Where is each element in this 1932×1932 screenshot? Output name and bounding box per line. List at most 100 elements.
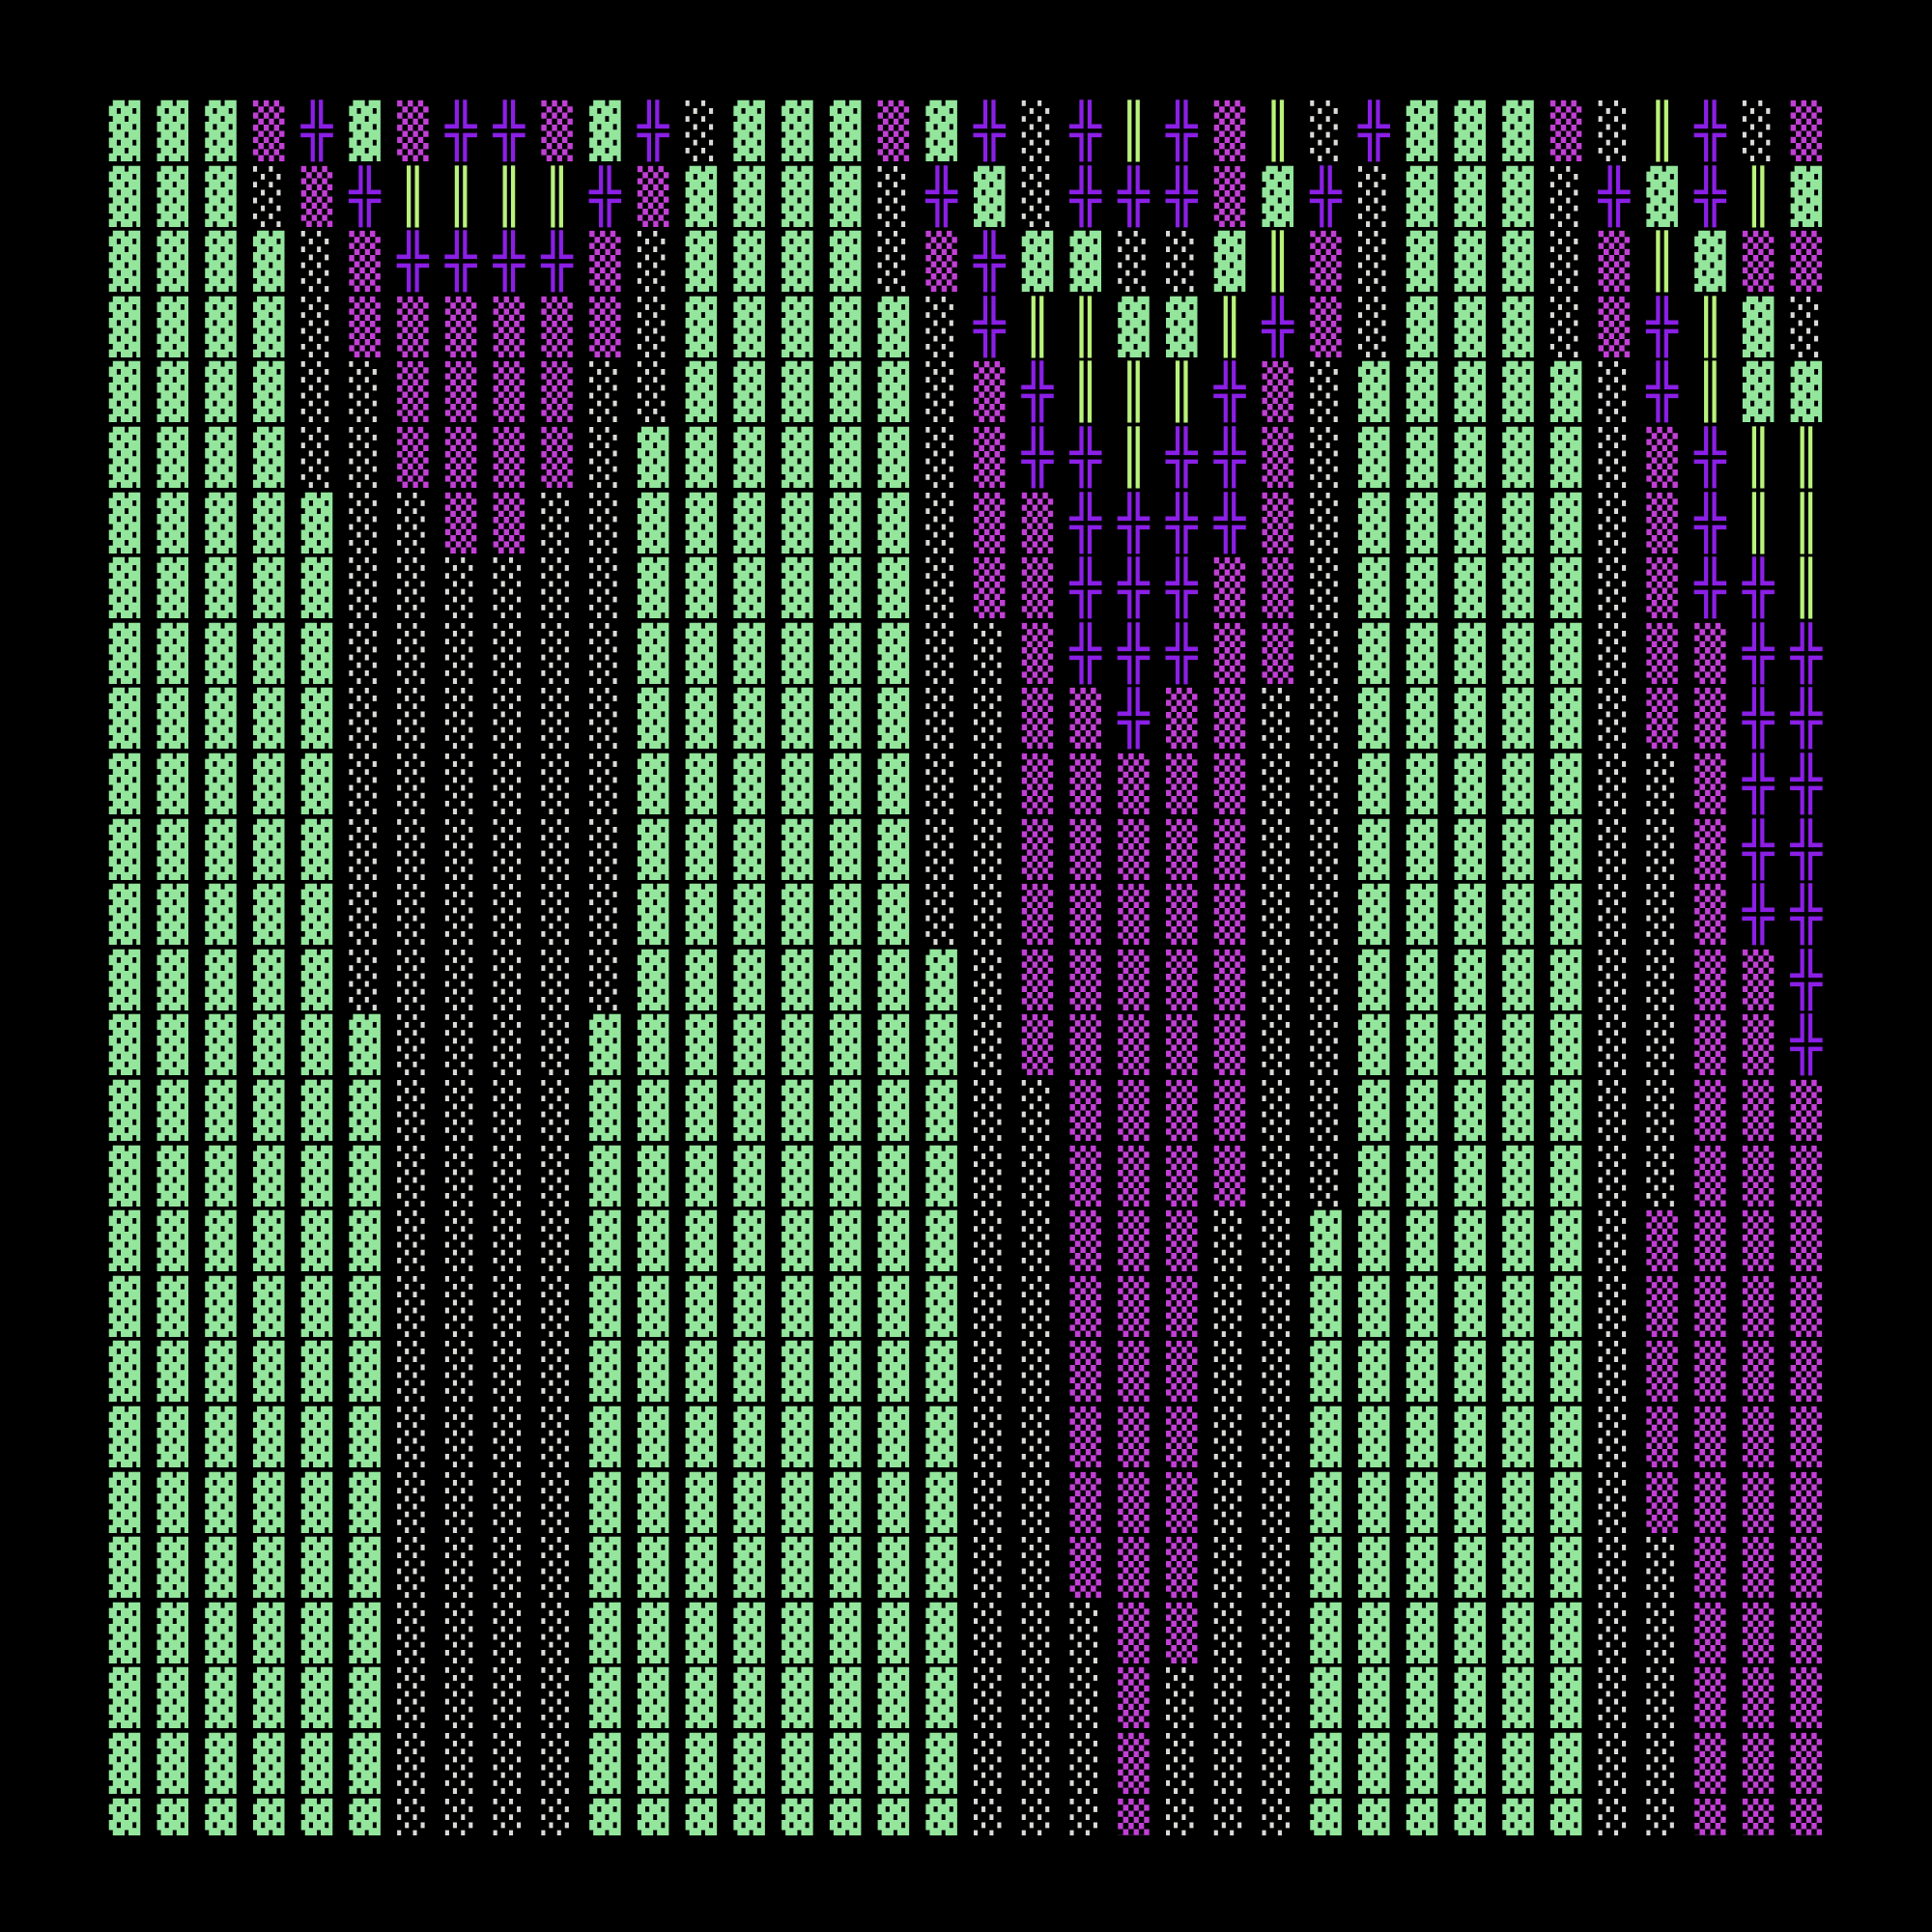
cell: ▓ xyxy=(1406,1145,1438,1207)
cell: ▒ xyxy=(1118,1080,1150,1141)
cell: ▓ xyxy=(300,1667,333,1729)
cell: ▓ xyxy=(1549,884,1582,946)
cell: ▒ xyxy=(1118,1275,1150,1337)
cell: ▒ xyxy=(1166,1275,1198,1337)
cell: ▒ xyxy=(1831,1735,1835,1801)
cell: ▓ xyxy=(156,884,188,946)
cell: ▓ xyxy=(733,1275,765,1337)
cell: ▓ xyxy=(300,1014,333,1076)
cell: ░ xyxy=(1262,1145,1293,1207)
cell: ▒ xyxy=(1069,1406,1102,1467)
cell: ▓ xyxy=(1406,688,1438,750)
cell: ░ xyxy=(444,1210,477,1272)
cell: ║ xyxy=(1262,231,1293,293)
cell: ▓ xyxy=(781,427,813,488)
cell: ▓ xyxy=(829,1080,862,1141)
cell: ▓ xyxy=(252,427,285,488)
cell: ▓ xyxy=(781,1145,813,1207)
cell: ▓ xyxy=(349,100,381,161)
cell: ▓ xyxy=(349,1798,381,1835)
cell: ░ xyxy=(1021,1667,1054,1729)
cell: ░ xyxy=(1598,884,1631,946)
cell: ░ xyxy=(974,1341,1006,1403)
cell: ╬ xyxy=(1262,296,1293,357)
cell: ▓ xyxy=(205,1210,237,1272)
cell: ▓ xyxy=(637,1667,669,1729)
cell: ░ xyxy=(1831,886,1835,952)
cell: ▓ xyxy=(349,1406,381,1467)
cell: ▒ xyxy=(1069,1471,1102,1533)
cell: ▓ xyxy=(1454,1080,1486,1141)
cell: ▓ xyxy=(205,1798,237,1835)
cell: ╬ xyxy=(1118,688,1150,750)
cell: ▒ xyxy=(1213,100,1246,161)
cell: ▓ xyxy=(156,1210,188,1272)
cell: ▓ xyxy=(300,753,333,814)
cell: ▓ xyxy=(1694,231,1726,293)
cell: ▓ xyxy=(829,949,862,1010)
cell: ▓ xyxy=(1406,949,1438,1010)
cell: ▓ xyxy=(156,1275,188,1337)
cell: ▓ xyxy=(925,100,957,161)
cell: ▓ xyxy=(1831,168,1835,234)
cell: ░ xyxy=(1598,622,1631,684)
cell: ▓ xyxy=(781,884,813,946)
cell: ╬ xyxy=(1742,688,1775,750)
cell: ▓ xyxy=(252,1471,285,1533)
cell: ▒ xyxy=(1790,1406,1823,1467)
cell: ▓ xyxy=(685,1145,718,1207)
cell: ▓ xyxy=(685,1341,718,1403)
cell: ▓ xyxy=(349,1210,381,1272)
cell: ▒ xyxy=(1646,1210,1678,1272)
cell: ╬ xyxy=(1166,557,1198,619)
cell: ░ xyxy=(397,1210,429,1272)
cell: ░ xyxy=(1310,753,1342,814)
cell: ▓ xyxy=(733,1537,765,1599)
cell: ▓ xyxy=(637,427,669,488)
cell: ▒ xyxy=(1118,1537,1150,1599)
cell: ▓ xyxy=(589,1733,621,1794)
cell: ░ xyxy=(397,1667,429,1729)
cell: ▒ xyxy=(1790,1537,1823,1599)
cell: ▓ xyxy=(829,361,862,423)
cell: ▓ xyxy=(156,1798,188,1835)
cell: ▓ xyxy=(1502,818,1534,880)
cell: ▓ xyxy=(733,949,765,1010)
cell: ▓ xyxy=(781,1537,813,1599)
cell: ▒ xyxy=(1310,296,1342,357)
cell: ▓ xyxy=(1310,1406,1342,1467)
cell: ░ xyxy=(974,1537,1006,1599)
cell: ▓ xyxy=(1118,296,1150,357)
cell: ▓ xyxy=(733,165,765,227)
cell: ░ xyxy=(397,818,429,880)
cell: ▓ xyxy=(1357,1341,1390,1403)
cell: ║ xyxy=(1213,296,1246,357)
cell: ▓ xyxy=(733,884,765,946)
cell: ▓ xyxy=(781,1210,813,1272)
cell: ▓ xyxy=(252,231,285,293)
cell: ▓ xyxy=(1406,1210,1438,1272)
cell: ▓ xyxy=(1502,949,1534,1010)
cell: ▓ xyxy=(733,1210,765,1272)
cell: ░ xyxy=(974,1080,1006,1141)
cell: ╬ xyxy=(444,100,477,161)
cell: ▒ xyxy=(1790,1733,1823,1794)
cell: ▓ xyxy=(1742,361,1775,423)
cell: ░ xyxy=(974,1210,1006,1272)
cell: ▒ xyxy=(1549,100,1582,161)
cell: ╬ xyxy=(1790,753,1823,814)
cell: ▒ xyxy=(1831,1801,1835,1835)
cell: ▓ xyxy=(1406,622,1438,684)
cell: ▓ xyxy=(300,688,333,750)
cell: ╬ xyxy=(1069,165,1102,227)
cell: ▓ xyxy=(685,1080,718,1141)
cell: ▓ xyxy=(205,100,237,161)
cell: ║ xyxy=(444,165,477,227)
cell: ╬ xyxy=(1646,296,1678,357)
cell: ▓ xyxy=(829,1733,862,1794)
cell: ╬ xyxy=(1166,165,1198,227)
cell: ▓ xyxy=(1454,492,1486,554)
cell: ▓ xyxy=(733,1406,765,1467)
cell: ▓ xyxy=(1549,492,1582,554)
cell: ░ xyxy=(1549,296,1582,357)
